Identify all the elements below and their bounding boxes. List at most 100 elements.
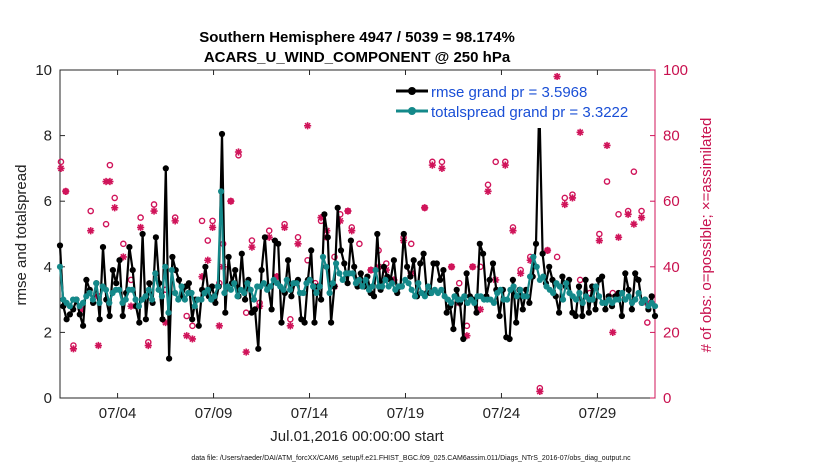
y-axis-label-right: # of obs: o=possible; ×=assimilated <box>698 118 715 353</box>
rmse-point <box>519 306 526 313</box>
obs-assimilated-point <box>215 322 223 330</box>
totalspread-point <box>319 253 327 261</box>
rmse-point <box>460 335 467 343</box>
totalspread-point <box>530 253 537 261</box>
rmse-point <box>513 319 520 326</box>
rmse-point <box>509 276 516 283</box>
totalspread-point <box>313 289 320 297</box>
obs-assimilated-point <box>69 345 78 353</box>
totalspread-point <box>234 293 241 300</box>
obs-assimilated-point <box>603 141 611 150</box>
x-tick-label: 07/04 <box>99 405 137 422</box>
totalspread-point <box>267 283 274 290</box>
rmse-point <box>308 247 315 254</box>
totalspread-point <box>559 296 567 303</box>
rmse-point <box>347 237 354 244</box>
rmse-point <box>96 316 103 323</box>
y-axis-label: rmse and totalspread <box>13 165 30 306</box>
obs-possible-point <box>615 211 622 218</box>
totalspread-point <box>379 283 386 290</box>
obs-possible-point <box>198 217 206 225</box>
rmse-point <box>311 319 318 326</box>
totalspread-point <box>287 286 294 293</box>
rmse-point <box>225 253 232 261</box>
rmse-point <box>278 319 285 326</box>
rmse-point <box>556 309 563 316</box>
obs-possible-point <box>102 220 110 228</box>
rmse-point <box>404 263 411 270</box>
totalspread-point <box>504 296 511 303</box>
totalspread-point <box>425 283 432 290</box>
rmse-point <box>437 276 444 283</box>
totalspread-point <box>142 293 149 300</box>
totalspread-point <box>461 293 468 300</box>
rmse-point <box>496 312 503 320</box>
obs-assimilated-point <box>273 273 281 281</box>
rmse-point <box>602 306 609 313</box>
rmse-point <box>136 319 143 326</box>
obs-assimilated-point <box>476 305 484 314</box>
x-tick-label: 07/19 <box>387 405 425 422</box>
obs-assimilated-point <box>87 227 95 235</box>
rmse-point <box>166 355 173 362</box>
rmse-point <box>232 267 239 274</box>
obs-possible-point <box>492 158 499 166</box>
totalspread-point <box>293 280 300 287</box>
rmse-point <box>473 309 480 316</box>
totalspread-point <box>510 283 517 290</box>
totalspread-point <box>576 289 583 297</box>
x-tick-label: 07/24 <box>483 405 521 422</box>
obs-assimilated-point <box>242 348 250 356</box>
totalspread-point <box>405 280 412 287</box>
rmse-point <box>126 244 133 251</box>
rmse-point <box>189 316 196 323</box>
obs-assimilated-point <box>77 305 85 314</box>
totalspread-point <box>129 286 136 293</box>
obs-assimilated-point <box>208 223 217 232</box>
rmse-point <box>275 240 282 247</box>
rmse-point <box>410 257 417 264</box>
totalspread-point <box>260 280 267 287</box>
rmse-point <box>506 335 513 343</box>
rmse-point <box>255 345 262 352</box>
rmse-point <box>175 276 183 283</box>
obs-assimilated-point <box>463 332 471 340</box>
totalspread-point <box>336 270 343 277</box>
obs-assimilated-point <box>595 236 603 245</box>
obs-possible-point <box>407 240 415 248</box>
legend-rmse-marker <box>408 87 416 95</box>
obs-assimilated-point <box>517 269 525 277</box>
totalspread-point <box>300 289 307 297</box>
obs-possible-point <box>638 207 645 215</box>
obs-possible-point <box>204 237 212 244</box>
totalspread-point <box>550 289 557 297</box>
totalspread-point <box>280 286 287 293</box>
obs-possible-point <box>248 237 256 244</box>
rmse-point <box>129 267 136 274</box>
x-tick-label: 07/29 <box>579 405 617 422</box>
rmse-point <box>288 293 295 300</box>
rmse-point <box>463 270 470 277</box>
rmse-point <box>285 257 292 264</box>
obs-assimilated-point <box>438 164 446 172</box>
rmse-point <box>159 316 166 323</box>
obs-assimilated-point <box>568 194 577 202</box>
chart-subtitle: ACARS_U_WIND_COMPONENT @ 250 hPa <box>204 49 511 66</box>
totalspread-point <box>93 280 100 287</box>
obs-assimilated-point <box>102 177 110 186</box>
obs-possible-point <box>120 240 127 248</box>
totalspread-point <box>135 303 142 310</box>
rmse-point <box>321 211 328 218</box>
obs-possible-point <box>644 319 651 326</box>
totalspread-series <box>56 188 659 316</box>
totalspread-point <box>250 296 258 303</box>
totalspread-point <box>306 276 313 283</box>
totalspread-point <box>158 293 165 300</box>
rmse-point <box>625 286 632 293</box>
rmse-point <box>66 311 73 318</box>
obs-possible-point <box>630 168 638 175</box>
rmse-point <box>489 260 497 267</box>
rmse-point <box>559 273 566 280</box>
totalspread-point <box>323 263 330 270</box>
